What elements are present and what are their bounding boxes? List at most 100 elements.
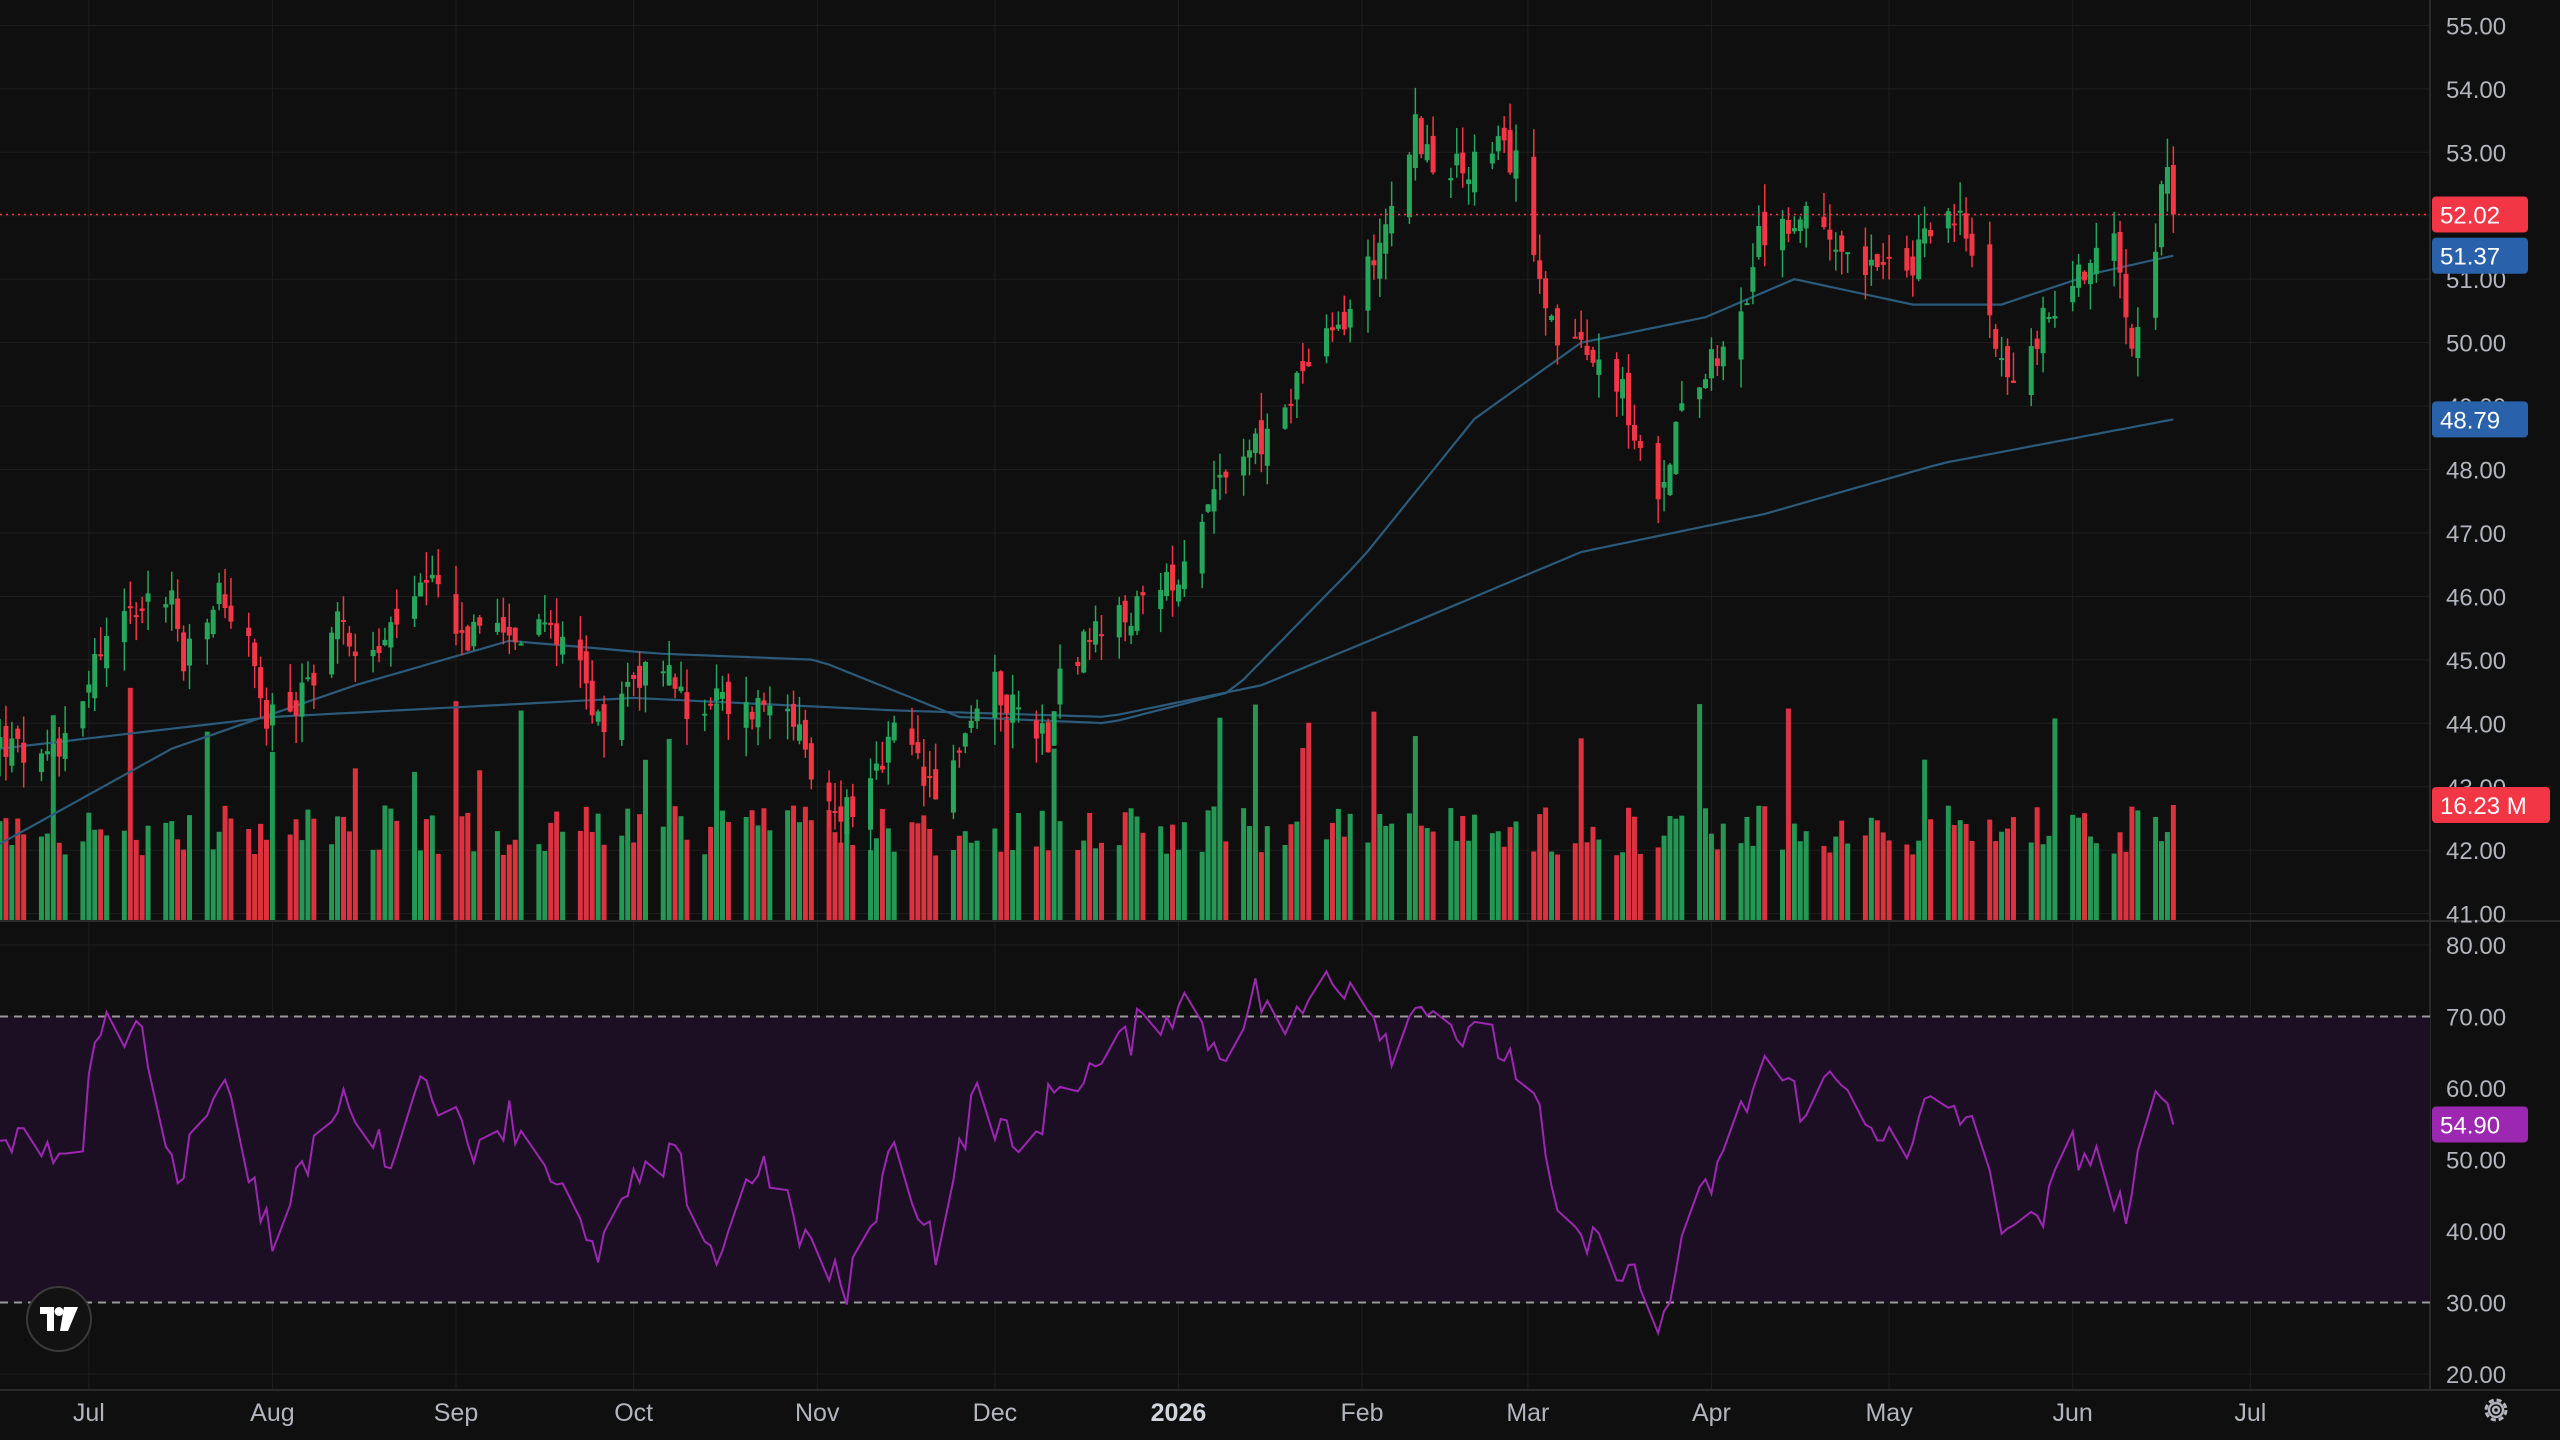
- candle-body: [329, 632, 335, 675]
- time-tick-label: Feb: [1340, 1399, 1383, 1427]
- candle-body: [1134, 596, 1140, 631]
- candle-body: [1626, 372, 1632, 426]
- time-tick-label: Apr: [1692, 1399, 1731, 1427]
- candle-body: [1211, 489, 1217, 512]
- volume-bar: [915, 823, 921, 920]
- candle-body: [1045, 722, 1051, 753]
- candle-body: [1785, 220, 1791, 234]
- volume-bar: [1377, 813, 1383, 920]
- candle-body: [1051, 711, 1057, 746]
- volume-bar: [808, 820, 814, 920]
- candle-body: [791, 703, 797, 727]
- volume-bar: [885, 828, 891, 920]
- candle-body: [175, 598, 181, 629]
- tradingview-logo-glyph: [40, 1307, 78, 1331]
- volume-bar: [0, 821, 3, 920]
- price-tick-label: 41.00: [2446, 902, 2506, 929]
- rsi-tick-label: 50.00: [2446, 1148, 2506, 1175]
- volume-bar: [684, 839, 690, 920]
- volume-bar: [992, 828, 998, 920]
- candle-body: [1762, 211, 1768, 246]
- volume-bar: [1098, 842, 1104, 920]
- volume-bar: [2082, 813, 2088, 920]
- candle-body: [577, 639, 583, 661]
- candle-body: [2034, 338, 2040, 349]
- time-axis[interactable]: Jul Aug Sep Oct Nov Dec 2026 Feb Mar Apr May Jun Jul: [73, 1399, 2266, 1427]
- rsi-tag-box: [2432, 1106, 2528, 1143]
- volume-bar: [1128, 808, 1134, 920]
- candle-body: [1033, 720, 1039, 739]
- moving-average-line: [0, 418, 2174, 750]
- volume-bar: [1916, 840, 1922, 920]
- candle-body: [258, 667, 264, 699]
- volume-bar: [1554, 854, 1560, 920]
- volume-bar: [1329, 822, 1335, 920]
- volume-bar: [335, 816, 341, 920]
- volume-bar: [1300, 747, 1306, 920]
- volume-bar: [1495, 831, 1501, 920]
- candle-body: [1412, 114, 1418, 169]
- time-tick-label: Oct: [614, 1399, 653, 1427]
- candle-body: [494, 622, 500, 632]
- candle-body: [512, 627, 518, 643]
- candle-body: [637, 665, 643, 688]
- volume-bar: [743, 816, 749, 920]
- candle-body: [879, 765, 885, 770]
- volume-bar: [850, 844, 856, 920]
- volume-bar: [1288, 824, 1294, 920]
- candle-body: [785, 708, 791, 712]
- candle-body: [583, 651, 589, 684]
- volume-bar: [1501, 846, 1507, 920]
- volume-bar: [1241, 808, 1247, 920]
- candle-body: [1507, 130, 1513, 173]
- candle-body: [725, 681, 731, 715]
- candle-body: [1098, 634, 1104, 637]
- candle-body: [216, 582, 222, 604]
- volume-bar: [968, 842, 974, 920]
- gear-icon[interactable]: [2478, 1392, 2514, 1428]
- candle-body: [352, 651, 358, 657]
- volume-bar: [1904, 844, 1910, 920]
- candle-body: [844, 797, 850, 835]
- candle-body: [1554, 308, 1560, 346]
- rsi-tick-label: 70.00: [2446, 1005, 2506, 1032]
- volume-bar: [1223, 841, 1229, 920]
- volume-bar: [832, 832, 838, 920]
- price-tag-ma-slow-box: [2432, 401, 2528, 438]
- candle-body: [1590, 349, 1596, 363]
- volume-bar: [1205, 810, 1211, 920]
- candle-body: [346, 632, 352, 647]
- volume-bar: [1785, 708, 1791, 920]
- volume-bar: [998, 851, 1004, 920]
- volume-bar: [1264, 826, 1270, 920]
- candle-body: [263, 700, 269, 729]
- volume-bar: [62, 854, 68, 920]
- candle-body: [465, 626, 471, 651]
- tradingview-logo-icon[interactable]: [26, 1286, 92, 1352]
- rsi-tick-label: 40.00: [2446, 1219, 2506, 1246]
- volume-bar: [1164, 853, 1170, 920]
- candlesticks: [0, 87, 2176, 854]
- candle-body: [554, 623, 560, 645]
- candle-body: [1596, 359, 1602, 375]
- volume-bar: [145, 825, 151, 920]
- candle-body: [589, 680, 595, 716]
- volume-bar: [477, 770, 483, 920]
- candle-body: [50, 743, 56, 757]
- volume-bar: [453, 701, 459, 920]
- candle-body: [98, 654, 104, 657]
- candle-body: [1543, 278, 1549, 309]
- candle-body: [163, 604, 169, 608]
- volume-bar: [1821, 845, 1827, 920]
- volume-bar: [2129, 806, 2135, 920]
- volume-bar: [133, 839, 139, 920]
- candle-body: [1999, 358, 2005, 361]
- candle-body: [885, 736, 891, 763]
- volume-bar: [263, 839, 269, 920]
- candle-body: [1448, 178, 1454, 181]
- candle-body: [187, 638, 193, 666]
- volume-bar: [1081, 840, 1087, 920]
- volume-bar: [536, 844, 542, 920]
- volume-bar: [1963, 823, 1969, 920]
